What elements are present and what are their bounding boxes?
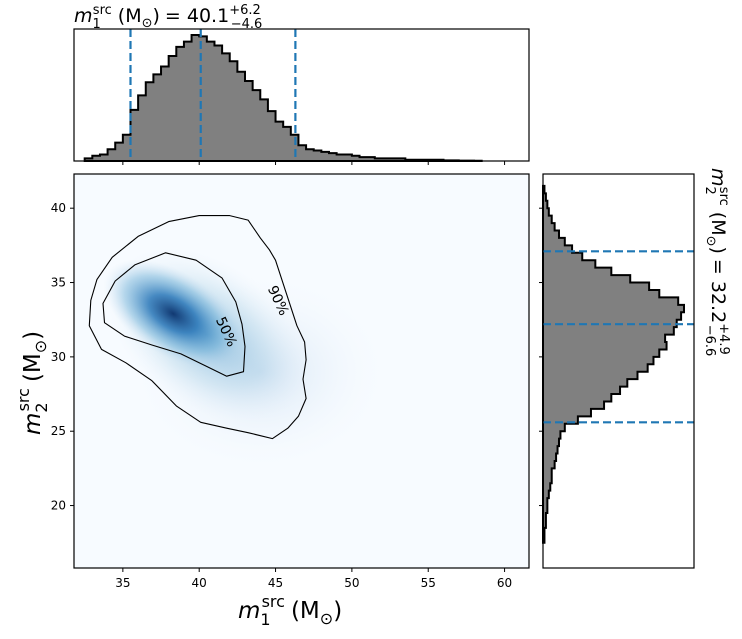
contour-50-percent [102,252,246,377]
m2-marginal-title: m2src(M⊙)= 32.2+4.9−6.6 [702,168,731,356]
y-tick-label: 40 [51,201,66,215]
density-core [103,259,244,369]
m2-marginal-frame [542,173,695,569]
x-tick-label: 50 [344,576,359,590]
m2-histogram [542,184,685,544]
y-tick-label: 35 [51,276,66,290]
m1-marginal-title: m1src (M⊙) = 40.1+6.2 −4.6 [74,3,262,32]
y-tick-label: 20 [51,499,66,513]
m1-axis-label: m1src (M⊙) [238,592,342,629]
m1-marginal-frame [73,28,530,162]
y-tick-label: 25 [51,424,66,438]
m2-marginal-panel: m2src(M⊙)= 32.2+4.9−6.6 [539,168,731,569]
m1-histogram [83,34,483,162]
m1-marginal-panel: m1src (M⊙) = 40.1+6.2 −4.6 [73,3,530,165]
x-tick-label: 45 [268,576,283,590]
y-tick-label: 30 [51,350,66,364]
m2-axis-label: m2src(M⊙) [14,331,51,435]
contour-90-percent [88,215,307,440]
x-tick-label: 40 [192,576,207,590]
joint-frame [73,173,530,569]
x-tick-label: 55 [421,576,436,590]
x-tick-label: 60 [497,576,512,590]
x-tick-label: 35 [115,576,130,590]
density-heatmap [103,248,391,472]
